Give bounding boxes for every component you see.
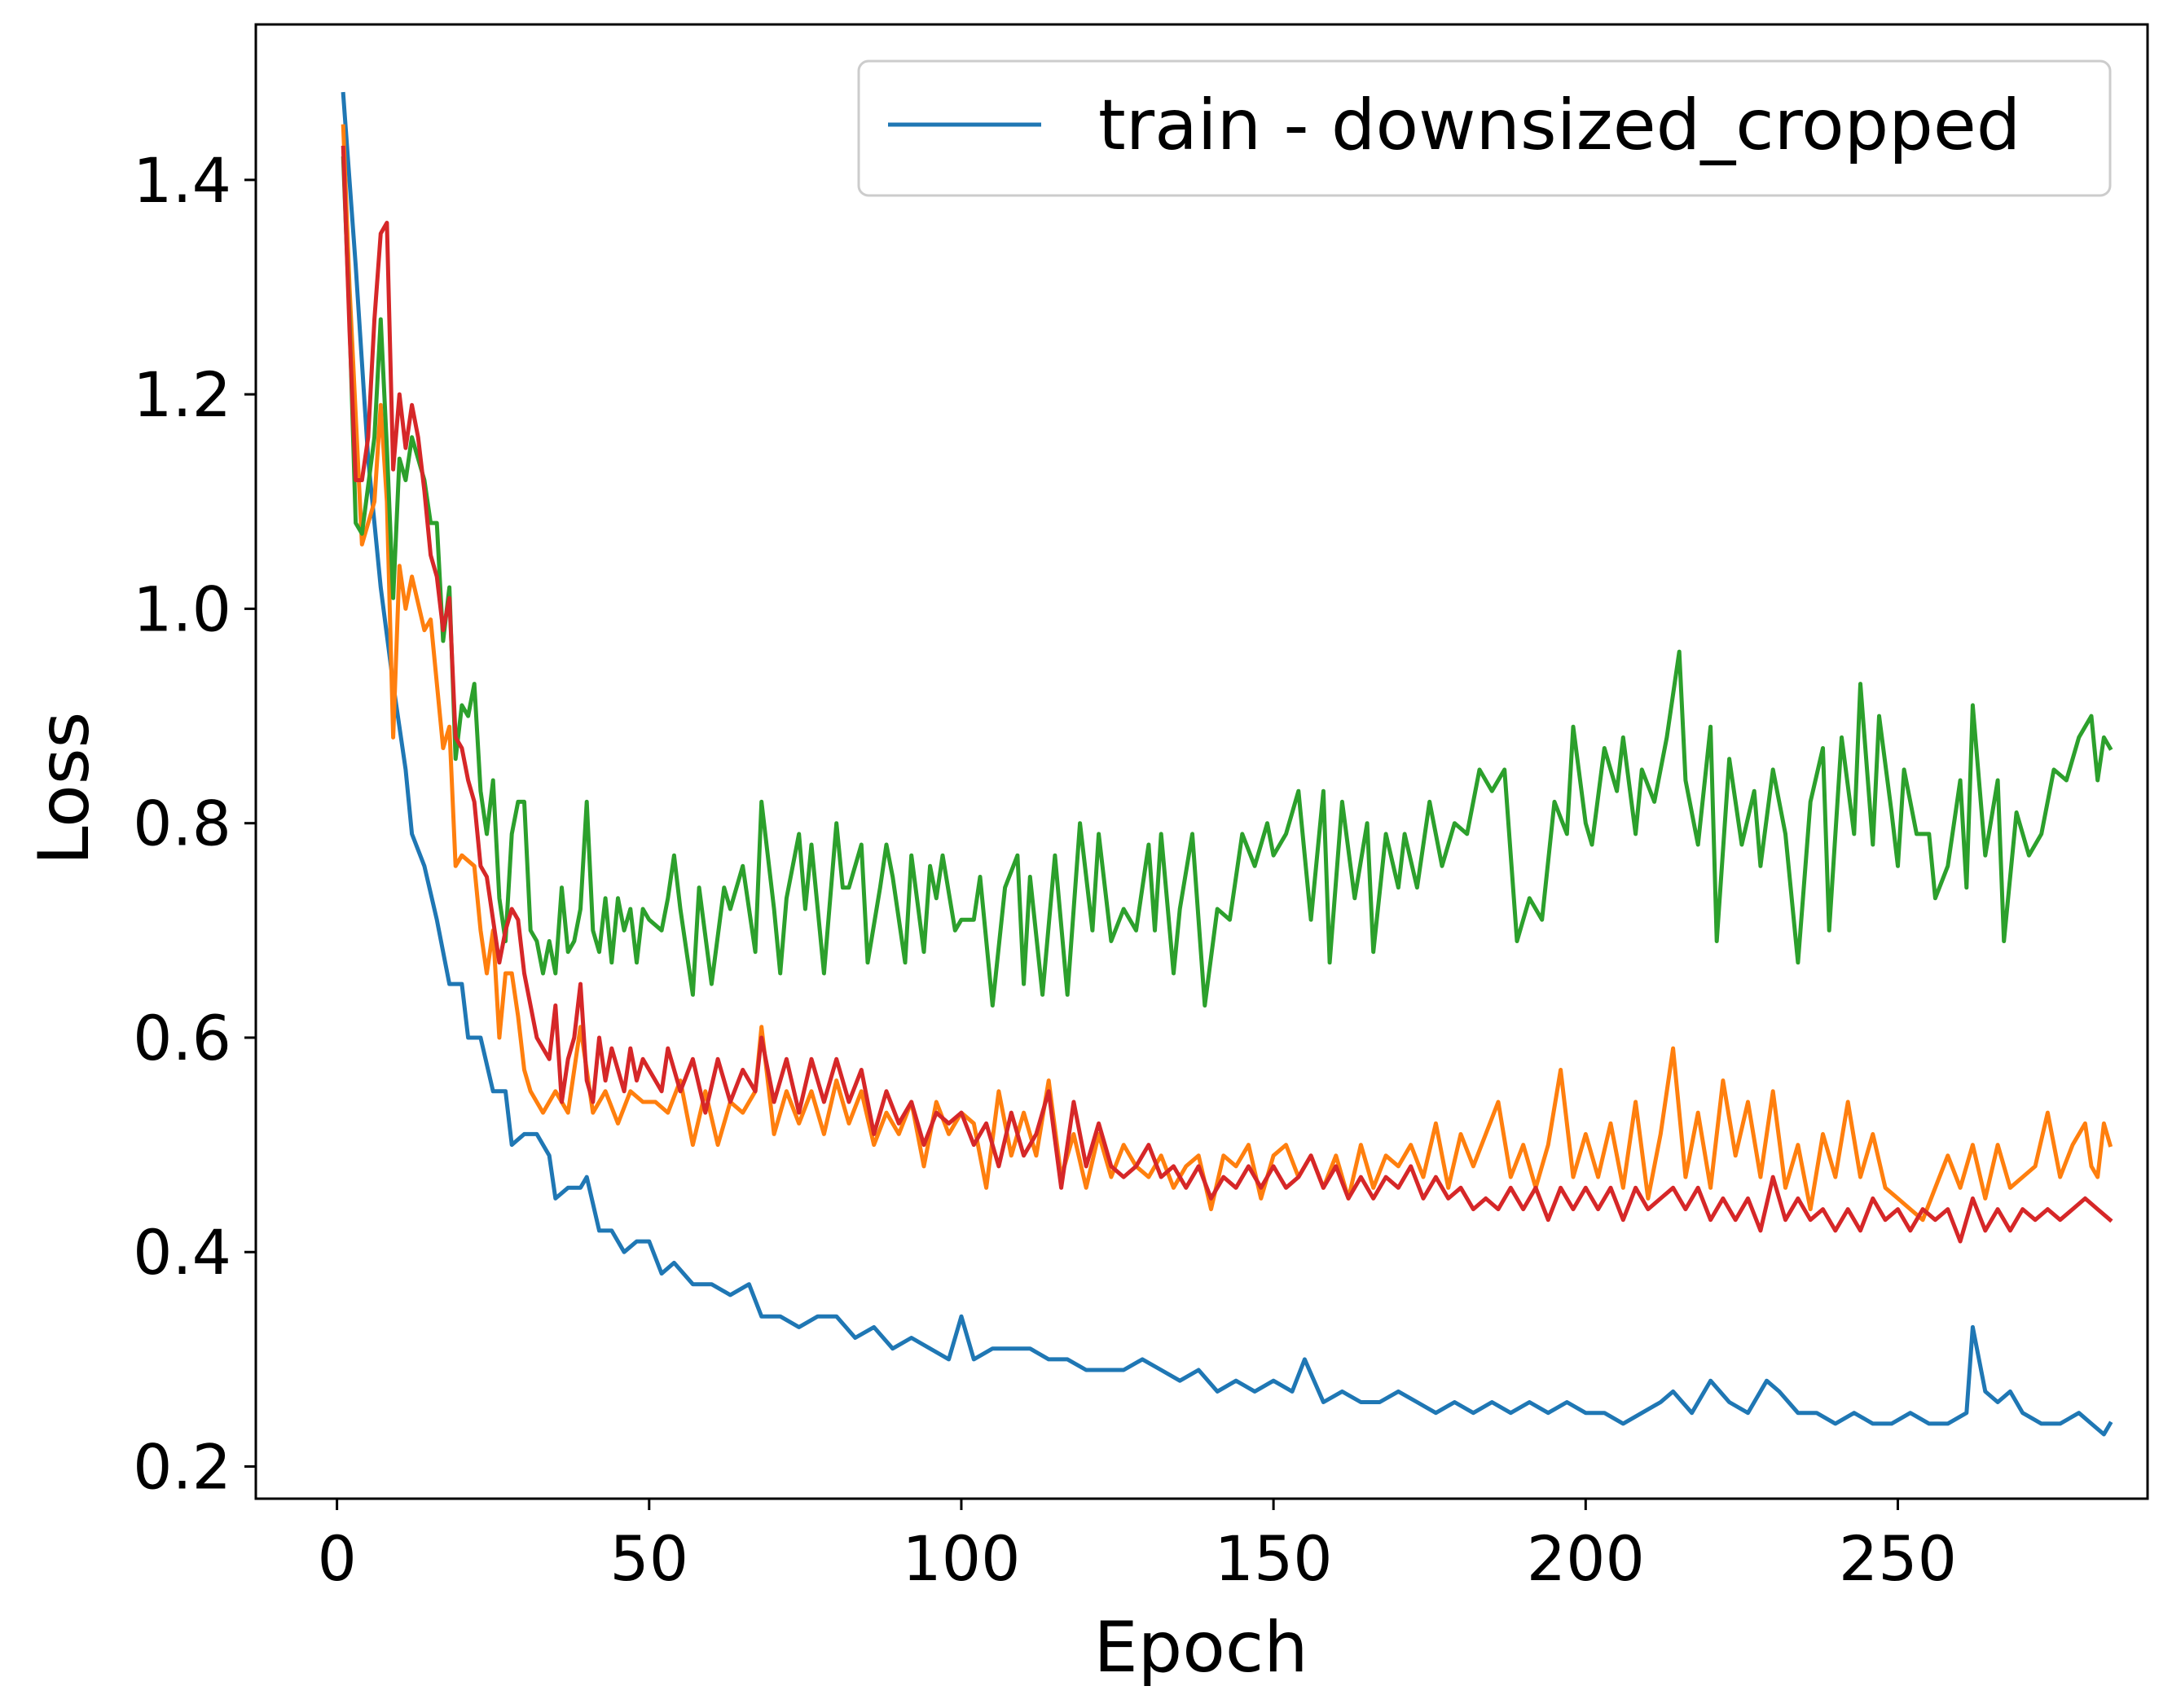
x-tick-label: 200 [1527,1522,1645,1595]
y-axis-label: Loss [24,712,105,866]
series-line-2 [341,124,2113,1223]
legend: train - downsized_cropped [857,59,2112,197]
series-line-4 [341,145,2113,1244]
x-tick-label: 100 [902,1522,1020,1595]
y-tick-label: 0.8 [133,788,231,860]
x-tick-label: 0 [317,1522,356,1595]
y-tick-label: 0.2 [133,1431,231,1504]
y-tick-label: 1.2 [133,358,231,431]
ticks-layer: 0 50 100 150 200 250 0.2 0.4 0.6 0.8 1.0 1.2 1.4 [133,144,1957,1595]
y-tick-label: 1.4 [133,144,231,217]
y-tick-label: 1.0 [133,573,231,645]
series-line-3 [341,156,2113,1008]
x-axis-label: Epoch [1093,1607,1308,1688]
legend-label-train: train - downsized_cropped [1098,85,2020,166]
legend-box [857,59,2112,197]
series-line-1 [341,91,2113,1437]
y-tick-label: 0.6 [133,1002,231,1074]
plot-frame [254,23,2149,1500]
x-tick-label: 250 [1839,1522,1957,1595]
series-layer [341,91,2113,1437]
y-tick-label: 0.4 [133,1216,231,1289]
x-tick-label: 50 [609,1522,688,1595]
x-tick-label: 150 [1215,1522,1333,1595]
